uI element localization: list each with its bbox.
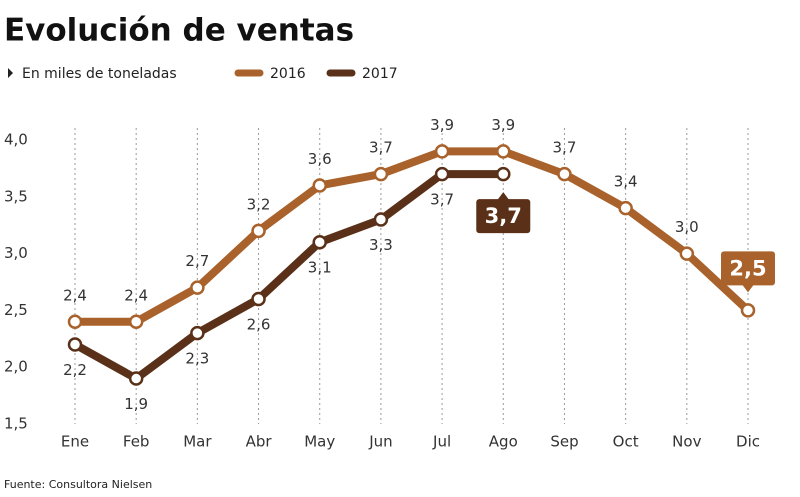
y-tick-label: 3,0 (4, 244, 28, 262)
y-tick-label: 2,0 (4, 358, 28, 376)
value-label: 3,7 (369, 139, 393, 157)
line (71, 170, 508, 383)
x-tick-label: Ene (61, 433, 89, 451)
x-tick-label: Ago (489, 433, 518, 451)
value-label: 3,2 (247, 195, 271, 213)
x-tick-label: Jul (432, 433, 451, 451)
point (434, 166, 450, 182)
callout-pointer (742, 284, 754, 293)
legend-label: 2016 (270, 66, 306, 82)
callout-label: 3,7 (485, 204, 522, 228)
x-tick-label: Feb (123, 433, 150, 451)
point (128, 314, 144, 330)
x-tick-label: Abr (246, 433, 273, 451)
value-label: 3,6 (308, 150, 332, 168)
value-label: 2,2 (63, 361, 87, 379)
bullet (8, 68, 13, 78)
y-tick-label: 4,0 (4, 131, 28, 149)
point (496, 166, 511, 182)
value-label: 3,3 (369, 236, 393, 254)
callout-label: 2,5 (729, 256, 766, 280)
x-tick-label: Jun (368, 433, 392, 451)
point (312, 178, 327, 193)
point (373, 212, 389, 227)
point (434, 144, 450, 159)
legend-label: 2017 (362, 66, 398, 82)
x-tick-label: Sep (550, 433, 578, 451)
point (312, 234, 327, 250)
point (67, 314, 83, 330)
value-label: 1,9 (124, 395, 148, 413)
value-label: 3,7 (553, 139, 577, 157)
callout-box (476, 199, 531, 234)
source: Fuente: Consultora Nielsen (4, 478, 152, 491)
value-label: 3,9 (430, 116, 454, 134)
value-label: 3,9 (491, 116, 515, 134)
value-label: 2,3 (185, 350, 209, 368)
point (190, 325, 205, 341)
value-label: 2,4 (124, 286, 148, 304)
point (679, 246, 695, 261)
callout-pointer (497, 192, 510, 201)
point (496, 144, 511, 159)
chart-title: Evolución de ventas (4, 13, 354, 49)
x-tick-label: May (304, 433, 335, 451)
point (128, 371, 144, 386)
value-label: 2,6 (247, 316, 271, 334)
y-tick-label: 2,5 (4, 301, 28, 319)
value-label: 3,0 (675, 218, 699, 236)
point (251, 291, 266, 307)
value-label: 3,1 (308, 259, 332, 277)
point (618, 200, 633, 216)
value-label: 3,7 (430, 191, 454, 209)
subtitle: En miles de toneladas (22, 66, 177, 82)
point (67, 337, 83, 352)
value-label: 3,4 (614, 173, 638, 191)
point (190, 280, 205, 295)
x-tick-label: Mar (183, 433, 212, 451)
point (740, 303, 756, 318)
point (557, 166, 572, 182)
value-label: 2,7 (185, 252, 209, 270)
x-tick-label: Oct (613, 433, 639, 451)
line (71, 147, 752, 326)
point (251, 223, 266, 239)
x-tick-label: Nov (672, 433, 701, 451)
value-label: 2,4 (63, 286, 87, 304)
callout-box (721, 251, 775, 286)
y-tick-label: 3,5 (4, 187, 28, 205)
y-tick-label: 1,5 (4, 415, 28, 433)
x-tick-label: Dic (736, 433, 760, 451)
point (373, 166, 389, 182)
